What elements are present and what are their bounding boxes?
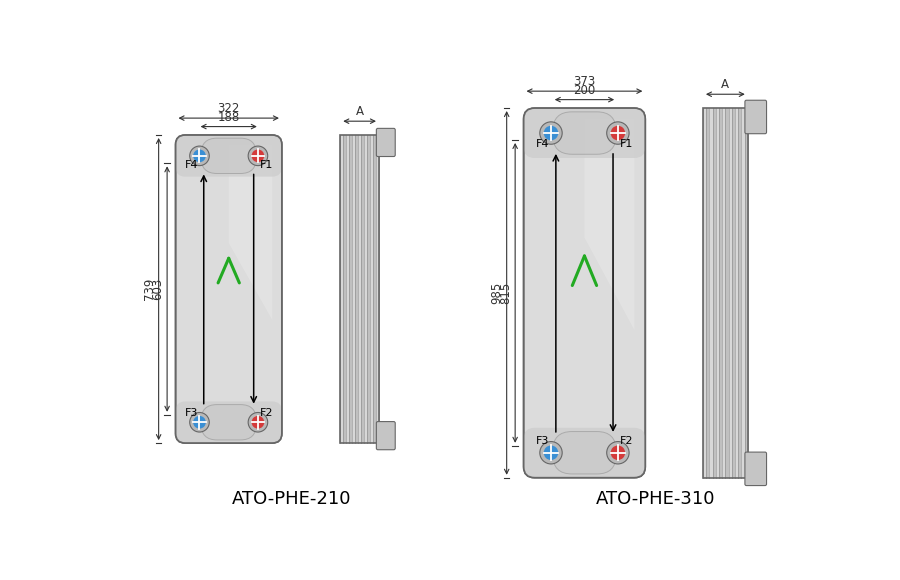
FancyBboxPatch shape bbox=[553, 432, 617, 474]
Polygon shape bbox=[703, 108, 706, 478]
Text: 322: 322 bbox=[218, 102, 240, 115]
Text: 200: 200 bbox=[573, 84, 596, 96]
Polygon shape bbox=[349, 135, 352, 443]
Circle shape bbox=[248, 412, 267, 432]
Circle shape bbox=[194, 150, 206, 162]
Text: F2: F2 bbox=[620, 436, 634, 447]
Text: F1: F1 bbox=[259, 160, 273, 170]
Circle shape bbox=[544, 126, 558, 140]
Text: A: A bbox=[722, 78, 729, 91]
Polygon shape bbox=[376, 135, 379, 443]
Polygon shape bbox=[709, 108, 713, 478]
Polygon shape bbox=[744, 108, 748, 478]
Circle shape bbox=[610, 445, 626, 460]
Text: A: A bbox=[356, 105, 364, 118]
Polygon shape bbox=[725, 108, 729, 478]
Text: 603: 603 bbox=[151, 278, 164, 300]
FancyBboxPatch shape bbox=[201, 405, 256, 440]
FancyBboxPatch shape bbox=[745, 452, 767, 485]
Polygon shape bbox=[732, 108, 735, 478]
Polygon shape bbox=[742, 108, 744, 478]
Circle shape bbox=[610, 126, 626, 140]
Polygon shape bbox=[370, 135, 373, 443]
Polygon shape bbox=[706, 108, 709, 478]
FancyBboxPatch shape bbox=[553, 112, 617, 154]
Text: 985: 985 bbox=[491, 282, 504, 304]
Circle shape bbox=[540, 122, 562, 144]
FancyBboxPatch shape bbox=[524, 428, 645, 478]
Polygon shape bbox=[358, 135, 361, 443]
Polygon shape bbox=[738, 108, 742, 478]
Polygon shape bbox=[367, 135, 370, 443]
Polygon shape bbox=[340, 135, 343, 443]
FancyBboxPatch shape bbox=[201, 138, 256, 173]
Circle shape bbox=[540, 441, 562, 464]
Polygon shape bbox=[719, 108, 722, 478]
Polygon shape bbox=[716, 108, 719, 478]
FancyBboxPatch shape bbox=[376, 422, 395, 450]
Circle shape bbox=[252, 150, 265, 162]
Polygon shape bbox=[713, 108, 716, 478]
Polygon shape bbox=[346, 135, 349, 443]
FancyBboxPatch shape bbox=[176, 135, 282, 443]
Circle shape bbox=[248, 146, 267, 166]
Text: 188: 188 bbox=[218, 111, 239, 124]
Text: F2: F2 bbox=[259, 408, 273, 418]
Text: ATO-PHE-210: ATO-PHE-210 bbox=[232, 490, 352, 508]
Polygon shape bbox=[735, 108, 738, 478]
Circle shape bbox=[607, 122, 629, 144]
Polygon shape bbox=[729, 108, 732, 478]
Text: F1: F1 bbox=[620, 139, 633, 150]
Text: ATO-PHE-310: ATO-PHE-310 bbox=[597, 490, 716, 508]
FancyBboxPatch shape bbox=[745, 100, 767, 134]
Polygon shape bbox=[352, 135, 356, 443]
Polygon shape bbox=[361, 135, 365, 443]
Text: F3: F3 bbox=[184, 408, 198, 418]
Circle shape bbox=[190, 412, 210, 432]
FancyBboxPatch shape bbox=[524, 108, 645, 478]
Text: F4: F4 bbox=[184, 160, 198, 170]
Polygon shape bbox=[364, 135, 367, 443]
Text: 739: 739 bbox=[142, 278, 156, 300]
FancyBboxPatch shape bbox=[524, 108, 645, 158]
Circle shape bbox=[544, 445, 558, 460]
Polygon shape bbox=[722, 108, 725, 478]
Text: F4: F4 bbox=[536, 139, 549, 150]
Circle shape bbox=[252, 416, 265, 429]
Polygon shape bbox=[584, 119, 634, 330]
FancyBboxPatch shape bbox=[176, 135, 282, 177]
Circle shape bbox=[190, 146, 210, 166]
FancyBboxPatch shape bbox=[176, 401, 282, 443]
Circle shape bbox=[194, 416, 206, 429]
Text: F3: F3 bbox=[536, 436, 549, 447]
Text: 815: 815 bbox=[500, 282, 512, 304]
Polygon shape bbox=[343, 135, 346, 443]
Polygon shape bbox=[356, 135, 358, 443]
Polygon shape bbox=[229, 144, 273, 320]
Circle shape bbox=[607, 441, 629, 464]
Text: 373: 373 bbox=[573, 75, 596, 88]
Polygon shape bbox=[373, 135, 376, 443]
FancyBboxPatch shape bbox=[376, 128, 395, 157]
